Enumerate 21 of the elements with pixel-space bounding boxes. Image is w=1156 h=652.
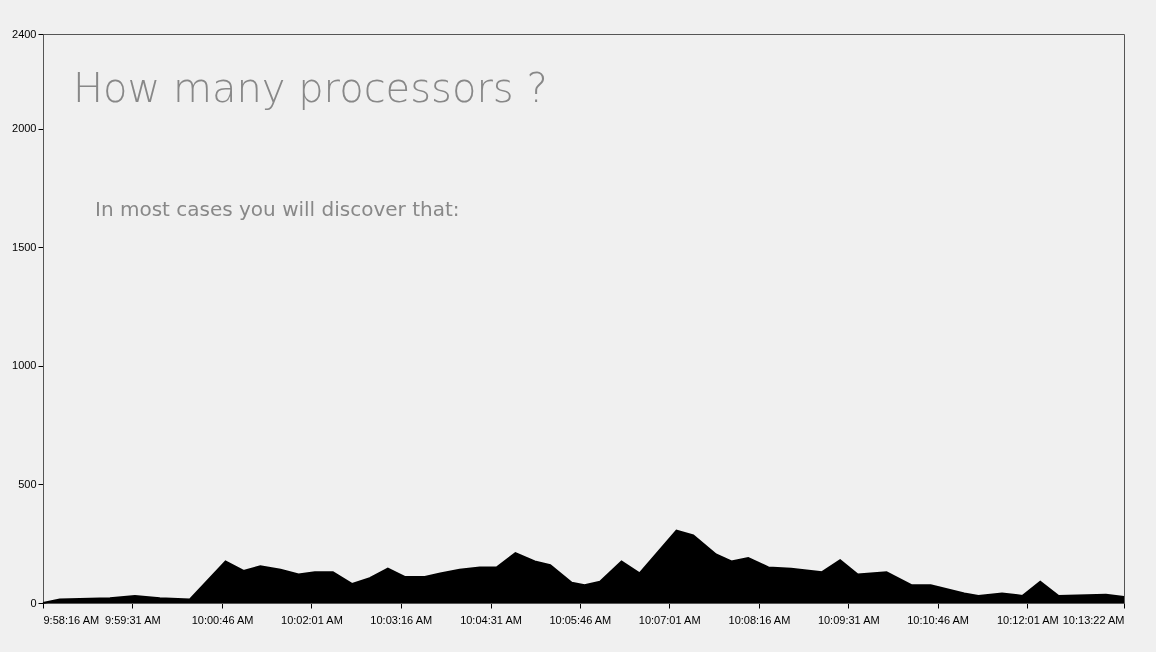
x-tick-label: 10:13:22 AM <box>1062 613 1125 626</box>
x-tick-label: 10:04:31 AM <box>460 613 522 626</box>
text: In most cases you will discover that: <box>95 197 460 221</box>
y-tick-label: 2000 <box>12 122 37 135</box>
x-tick-label: 10:02:01 AM <box>281 613 343 626</box>
x-tick-label: 10:07:01 AM <box>638 613 701 626</box>
y-tick-label: 1000 <box>12 359 37 372</box>
x-tick-label: 10:08:16 AM <box>728 613 791 626</box>
x-tick-label: 9:58:16 AM <box>43 613 100 626</box>
x-tick-label: 10:09:31 AM <box>817 613 880 626</box>
y-tick-label: 500 <box>18 477 37 490</box>
y-tick-label: 2400 <box>12 27 37 40</box>
x-tick-label: 10:00:46 AM <box>191 613 254 626</box>
y-tick-label: 0 <box>30 596 37 609</box>
text: How many processors ? <box>73 65 548 111</box>
x-tick-label: 9:59:31 AM <box>105 613 161 626</box>
x-tick-label: 10:05:46 AM <box>549 613 612 626</box>
x-tick-label: 10:03:16 AM <box>370 613 433 626</box>
x-tick-label: 10:10:46 AM <box>907 613 969 626</box>
x-tick-label: 10:12:01 AM <box>996 613 1059 626</box>
y-tick-label: 1500 <box>12 240 37 253</box>
